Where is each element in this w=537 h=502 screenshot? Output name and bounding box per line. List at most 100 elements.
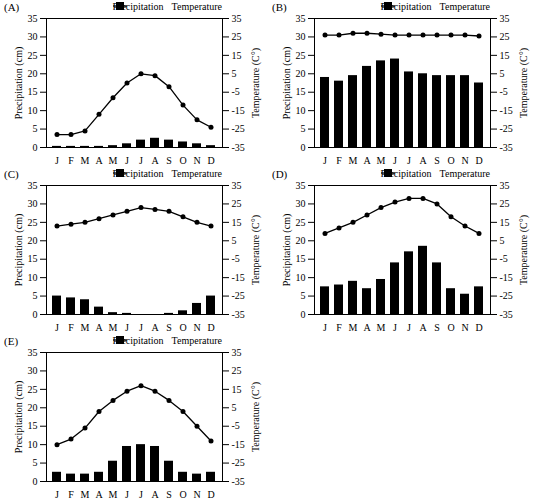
- svg-text:-5: -5: [232, 253, 240, 264]
- svg-text:N: N: [193, 322, 200, 333]
- svg-text:Precipitation (cm): Precipitation (cm): [281, 214, 293, 286]
- svg-text:-35: -35: [500, 142, 513, 153]
- svg-text:30: 30: [28, 365, 38, 376]
- svg-text:O: O: [179, 489, 186, 500]
- svg-text:A: A: [95, 322, 103, 333]
- svg-text:-15: -15: [232, 439, 245, 450]
- svg-text:25: 25: [500, 31, 510, 42]
- svg-text:-5: -5: [500, 86, 508, 97]
- svg-text:M: M: [81, 322, 90, 333]
- svg-text:10: 10: [28, 439, 38, 450]
- svg-text:M: M: [109, 322, 118, 333]
- svg-text:20: 20: [28, 68, 38, 79]
- svg-text:J: J: [55, 489, 59, 500]
- svg-text:25: 25: [296, 217, 306, 228]
- svg-text:M: M: [377, 322, 386, 333]
- svg-text:5: 5: [232, 68, 237, 79]
- svg-text:35: 35: [296, 13, 306, 24]
- svg-text:D: D: [475, 322, 482, 333]
- svg-text:35: 35: [28, 347, 38, 358]
- svg-text:15: 15: [296, 86, 306, 97]
- svg-text:J: J: [139, 489, 143, 500]
- svg-text:25: 25: [232, 31, 242, 42]
- svg-text:Temperature (C°): Temperature (C°): [250, 215, 262, 285]
- svg-text:-25: -25: [500, 290, 513, 301]
- svg-text:10: 10: [28, 105, 38, 116]
- svg-text:5: 5: [33, 123, 38, 134]
- svg-text:25: 25: [500, 198, 510, 209]
- svg-text:-15: -15: [500, 272, 513, 283]
- svg-text:F: F: [68, 322, 74, 333]
- svg-text:-35: -35: [500, 309, 513, 320]
- svg-text:A: A: [151, 489, 159, 500]
- svg-text:5: 5: [33, 290, 38, 301]
- svg-text:J: J: [125, 155, 129, 166]
- svg-text:J: J: [407, 322, 411, 333]
- svg-text:15: 15: [296, 253, 306, 264]
- svg-text:20: 20: [296, 68, 306, 79]
- svg-text:-25: -25: [232, 457, 245, 468]
- svg-text:15: 15: [28, 420, 38, 431]
- svg-text:-35: -35: [232, 142, 245, 153]
- svg-text:35: 35: [232, 180, 242, 191]
- svg-text:S: S: [166, 489, 172, 500]
- svg-text:S: S: [434, 155, 440, 166]
- svg-text:S: S: [166, 322, 172, 333]
- svg-text:Precipitation (cm): Precipitation (cm): [13, 214, 25, 286]
- svg-text:J: J: [393, 322, 397, 333]
- svg-text:J: J: [139, 155, 143, 166]
- svg-text:M: M: [349, 322, 358, 333]
- svg-text:O: O: [179, 155, 186, 166]
- svg-text:0: 0: [33, 142, 38, 153]
- svg-text:20: 20: [296, 235, 306, 246]
- svg-text:35: 35: [296, 180, 306, 191]
- svg-text:N: N: [461, 155, 468, 166]
- svg-text:5: 5: [232, 402, 237, 413]
- svg-text:10: 10: [296, 272, 306, 283]
- svg-text:N: N: [461, 322, 468, 333]
- svg-text:15: 15: [500, 217, 510, 228]
- svg-text:J: J: [323, 322, 327, 333]
- svg-text:D: D: [207, 322, 214, 333]
- svg-text:25: 25: [232, 365, 242, 376]
- svg-text:-15: -15: [232, 105, 245, 116]
- svg-text:Temperature (C°): Temperature (C°): [518, 48, 530, 118]
- svg-text:30: 30: [296, 198, 306, 209]
- svg-text:0: 0: [301, 142, 306, 153]
- svg-text:35: 35: [232, 347, 242, 358]
- svg-text:10: 10: [296, 105, 306, 116]
- svg-text:5: 5: [232, 235, 237, 246]
- svg-text:25: 25: [232, 198, 242, 209]
- svg-text:35: 35: [28, 13, 38, 24]
- svg-text:-5: -5: [232, 420, 240, 431]
- svg-text:Precipitation (cm): Precipitation (cm): [13, 381, 25, 453]
- svg-text:15: 15: [500, 50, 510, 61]
- svg-text:M: M: [377, 155, 386, 166]
- svg-text:F: F: [336, 155, 342, 166]
- svg-text:-35: -35: [232, 309, 245, 320]
- svg-text:35: 35: [500, 180, 510, 191]
- svg-text:M: M: [109, 489, 118, 500]
- svg-text:M: M: [81, 155, 90, 166]
- svg-text:-15: -15: [232, 272, 245, 283]
- svg-text:A: A: [95, 155, 103, 166]
- svg-text:F: F: [336, 322, 342, 333]
- svg-text:5: 5: [301, 123, 306, 134]
- svg-text:M: M: [349, 155, 358, 166]
- svg-text:-25: -25: [232, 290, 245, 301]
- svg-text:-5: -5: [232, 86, 240, 97]
- svg-text:N: N: [193, 489, 200, 500]
- svg-text:A: A: [151, 322, 159, 333]
- svg-text:30: 30: [296, 31, 306, 42]
- svg-text:Temperature (C°): Temperature (C°): [250, 48, 262, 118]
- svg-text:35: 35: [28, 180, 38, 191]
- svg-text:5: 5: [500, 68, 505, 79]
- svg-text:F: F: [68, 155, 74, 166]
- svg-text:J: J: [393, 155, 397, 166]
- svg-text:-35: -35: [232, 476, 245, 487]
- svg-text:A: A: [95, 489, 103, 500]
- svg-text:A: A: [151, 155, 159, 166]
- svg-text:-5: -5: [500, 253, 508, 264]
- svg-text:J: J: [55, 155, 59, 166]
- svg-text:O: O: [447, 155, 454, 166]
